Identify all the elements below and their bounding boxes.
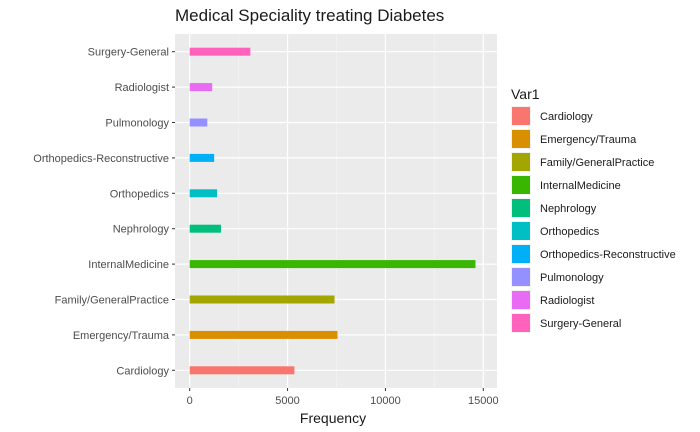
bar bbox=[189, 189, 218, 198]
y-tick-label: Radiologist bbox=[115, 82, 169, 94]
legend-swatch bbox=[512, 245, 530, 263]
legend-label: Radiologist bbox=[540, 295, 594, 307]
legend-label: Nephrology bbox=[540, 203, 597, 215]
legend: Var1 Cardiology Emergency/Trauma Family/Ge… bbox=[511, 86, 676, 333]
x-tick-label: 0 bbox=[187, 395, 193, 407]
legend-title: Var1 bbox=[511, 86, 540, 102]
x-tick-label: 10000 bbox=[370, 395, 401, 407]
bar bbox=[189, 330, 338, 339]
legend-label: InternalMedicine bbox=[540, 180, 621, 192]
y-tick-label: Pulmonology bbox=[105, 118, 169, 130]
bar bbox=[189, 153, 215, 162]
bar bbox=[189, 83, 213, 92]
bar bbox=[189, 295, 335, 304]
y-tick-label: Cardiology bbox=[116, 365, 169, 377]
legend-label: Cardiology bbox=[540, 111, 593, 123]
legend-swatch bbox=[512, 107, 530, 125]
legend-label: Orthopedics bbox=[540, 226, 600, 238]
y-tick-label: Surgery-General bbox=[88, 47, 169, 59]
x-tick-label: 5000 bbox=[275, 395, 299, 407]
chart-title: Medical Speciality treating Diabetes bbox=[175, 6, 444, 25]
y-tick-label: Nephrology bbox=[113, 224, 170, 236]
y-tick-label: Orthopedics-Reconstructive bbox=[33, 153, 169, 165]
legend-label: Emergency/Trauma bbox=[540, 134, 637, 146]
x-axis-labels: 0 5000 10000 15000 bbox=[187, 388, 499, 407]
legend-label: Surgery-General bbox=[540, 318, 621, 330]
bar bbox=[189, 366, 295, 375]
y-tick-label: Orthopedics bbox=[110, 188, 170, 200]
bar bbox=[189, 118, 208, 127]
legend-label: Pulmonology bbox=[540, 272, 604, 284]
y-tick-label: InternalMedicine bbox=[88, 259, 169, 271]
x-axis-title: Frequency bbox=[300, 410, 366, 426]
plot-panel bbox=[175, 34, 497, 388]
legend-swatch bbox=[512, 291, 530, 309]
legend-label: Orthopedics-Reconstructive bbox=[540, 249, 676, 261]
y-axis-labels: Cardiology Emergency/Trauma Family/General… bbox=[33, 47, 175, 377]
panel-background bbox=[175, 34, 497, 388]
legend-swatch bbox=[512, 130, 530, 148]
legend-swatch bbox=[512, 176, 530, 194]
legend-swatch bbox=[512, 314, 530, 332]
bar bbox=[189, 260, 476, 269]
bar bbox=[189, 224, 221, 233]
legend-swatch bbox=[512, 199, 530, 217]
legend-swatch bbox=[512, 153, 530, 171]
legend-swatch bbox=[512, 222, 530, 240]
legend-label: Family/GeneralPractice bbox=[540, 157, 654, 169]
y-tick-label: Emergency/Trauma bbox=[73, 330, 170, 342]
y-tick-label: Family/GeneralPractice bbox=[55, 295, 169, 307]
x-tick-label: 15000 bbox=[468, 395, 499, 407]
legend-swatch bbox=[512, 268, 530, 286]
bar bbox=[189, 47, 251, 56]
